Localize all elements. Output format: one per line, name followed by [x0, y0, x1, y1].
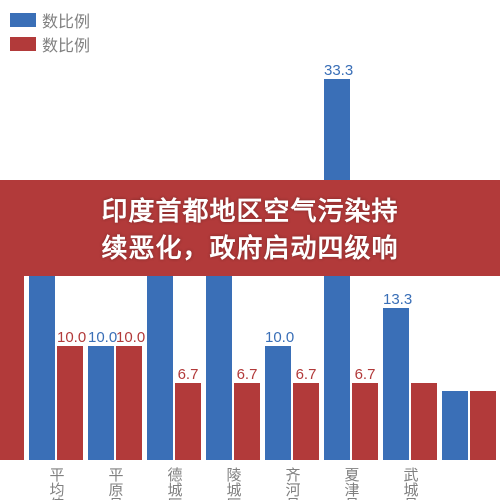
bar-red — [470, 391, 496, 460]
bar-red: 6.7 — [352, 383, 378, 460]
bar-value-label-red: 10.0 — [57, 329, 83, 346]
bar-value-label-blue: 13.3 — [383, 291, 409, 308]
bar-value-label-red: 6.7 — [175, 366, 201, 383]
bar-value-label-red: 10.0 — [116, 329, 142, 346]
bar-value-label-red: 6.7 — [293, 366, 319, 383]
x-tick-label: 齐河县 — [283, 468, 303, 500]
legend-item-red: 数比例 — [10, 32, 90, 56]
headline-overlay-band: 印度首都地区空气污染持 续恶化，政府启动四级响 — [0, 180, 500, 276]
legend: 数比例 数比例 — [10, 8, 90, 56]
x-tick-label: 陵城区 — [224, 468, 244, 500]
bar-blue: 10.0 — [265, 346, 291, 460]
chart-root: 数比例 数比例 5.722.010.010.010.023.36.716.36.… — [0, 0, 500, 500]
bar-value-label-blue: 10.0 — [265, 329, 291, 346]
headline-line-1: 印度首都地区空气污染持 — [101, 191, 398, 228]
legend-swatch-red — [10, 37, 36, 51]
bar-red: 10.0 — [57, 346, 83, 460]
x-tick-label: 平均值 — [47, 468, 67, 500]
legend-item-blue: 数比例 — [10, 8, 90, 32]
bar-red: 6.7 — [234, 383, 260, 460]
x-tick-label: 平原县 — [106, 468, 126, 500]
x-tick-label: 德城区 — [165, 468, 185, 500]
legend-label-red: 数比例 — [42, 32, 90, 56]
bar-blue: 16.3 — [206, 274, 232, 460]
bar-red: 6.7 — [175, 383, 201, 460]
legend-label-blue: 数比例 — [42, 8, 90, 32]
bar-value-label-red: 6.7 — [234, 366, 260, 383]
legend-swatch-blue — [10, 13, 36, 27]
bar-red — [411, 383, 437, 460]
bar-red: 10.0 — [116, 346, 142, 460]
headline-line-2: 续恶化，政府启动四级响 — [101, 228, 398, 265]
bar-red: 5.7 — [0, 269, 24, 460]
bar-value-label-red: 6.7 — [352, 366, 378, 383]
bar-blue: 13.3 — [383, 308, 409, 460]
x-tick-label: 武城县 — [401, 468, 421, 500]
bar-red: 6.7 — [293, 383, 319, 460]
bar-value-label-blue: 10.0 — [88, 329, 114, 346]
x-tick-label: 夏津县 — [342, 468, 362, 500]
bar-blue: 10.0 — [88, 346, 114, 460]
bar-blue — [442, 391, 468, 460]
x-axis: 平均值 平原县 德城区 陵城区 齐河县 夏津县 武城县 — [0, 460, 500, 500]
bar-value-label-blue: 33.3 — [324, 62, 350, 79]
